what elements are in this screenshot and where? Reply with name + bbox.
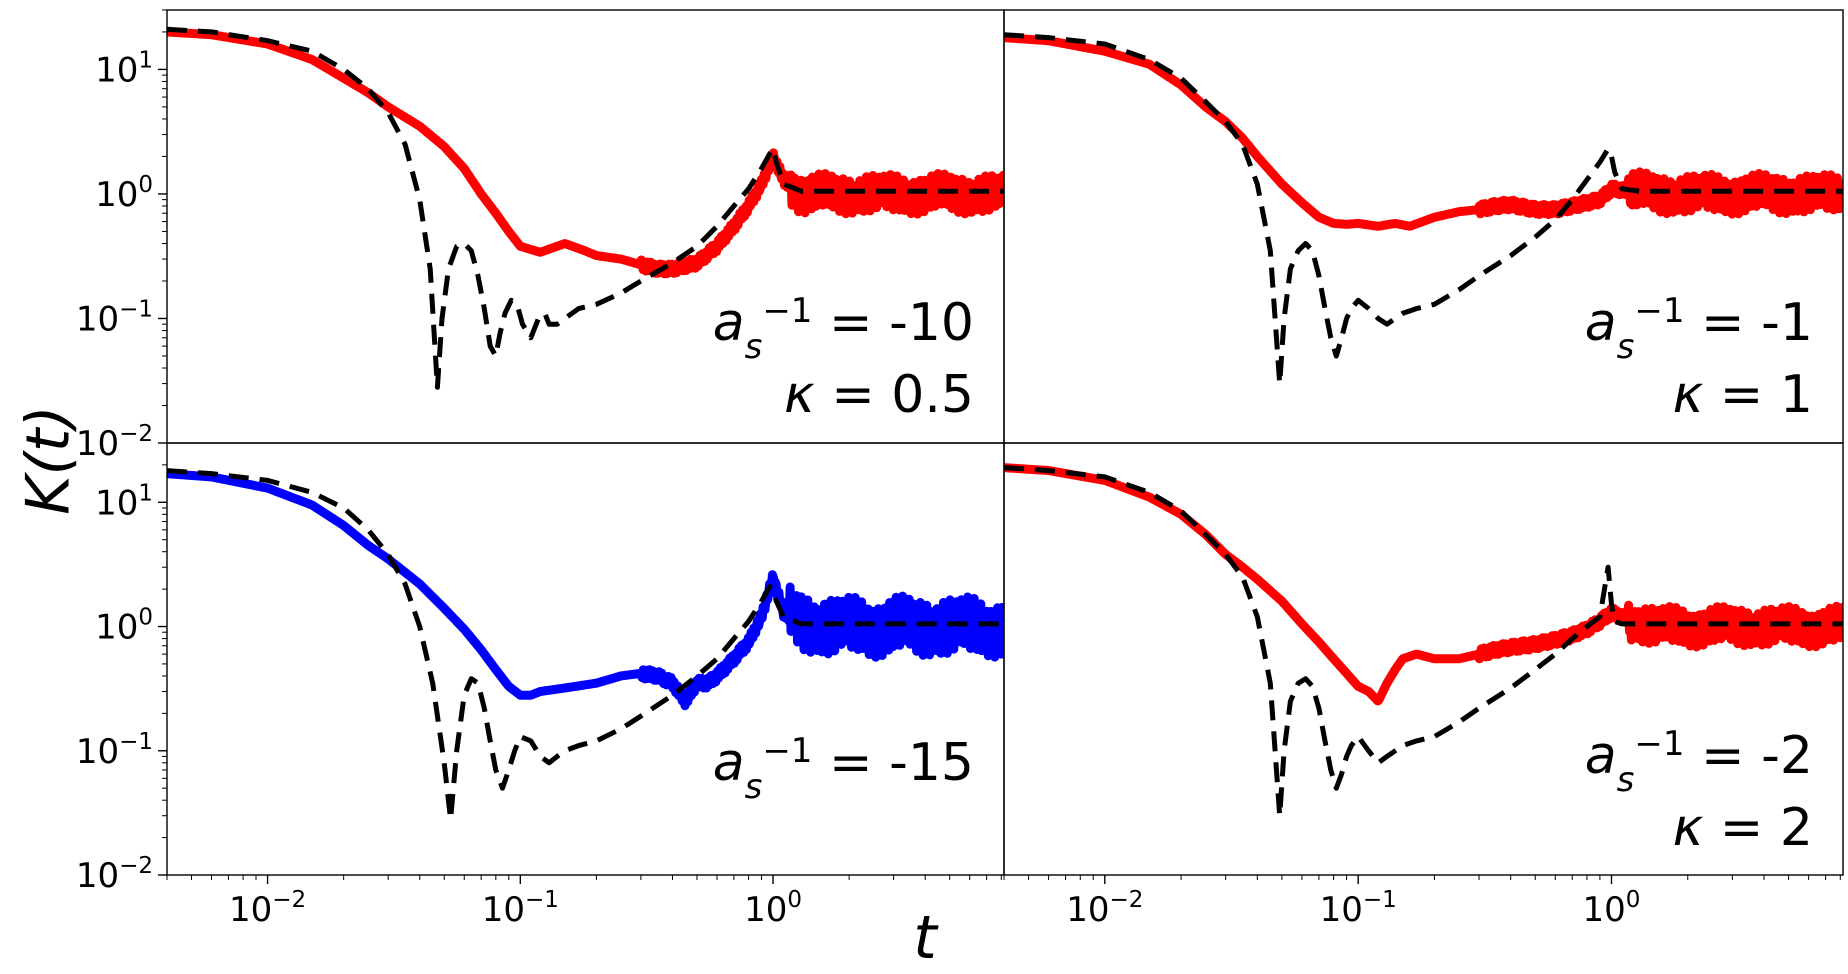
series-solid-red-line (1004, 463, 1843, 706)
annotation-scattering-length: as−1 = -2 (1585, 724, 1813, 800)
panel-bottom-right: 10−2 10−1 100 as−1 = -2κ = 2 (1003, 442, 1844, 930)
series-dashed-black-line (1004, 465, 1843, 819)
panel-top-right: as−1 = -1κ = 1 (1003, 9, 1844, 444)
series-dashed-black-line (1004, 32, 1843, 387)
x-tick-label: 10−2 (229, 887, 306, 930)
x-tick-label: 100 (1583, 887, 1641, 930)
y-tick-label: 10−2 (76, 853, 153, 896)
series-dashed-black-line (167, 26, 1004, 390)
annotation-scattering-length: as−1 = -1 (1585, 291, 1813, 367)
y-tick-label: 101 (95, 480, 153, 523)
annotation-scattering-length: as−1 = -15 (713, 731, 974, 807)
panel-bottom-left: 101 100 10−1 10−2 10−2 10−1 100 as−1 = -15 (76, 442, 1005, 930)
x-tick-label: 10−1 (1320, 887, 1397, 930)
panel-top-left: 101 100 10−1 10−2 as−1 = -10κ = 0.5 (76, 9, 1005, 464)
x-tick-label: 10−1 (482, 887, 559, 930)
series-dashed-black-line (167, 468, 1004, 822)
panels: 101 100 10−1 10−2 as−1 = -10κ = 0.5 as−1 = -1… (76, 9, 1844, 930)
series-solid-blue-line (167, 469, 1004, 711)
y-tick-label: 10−2 (76, 421, 153, 464)
x-tick-label: 100 (744, 887, 802, 930)
y-tick-label: 100 (95, 605, 153, 648)
x-axis-title: t (913, 903, 939, 973)
y-tick-label: 10−1 (76, 296, 153, 339)
y-tick-label: 101 (95, 47, 153, 90)
annotation-scattering-length: as−1 = -10 (713, 291, 974, 367)
y-tick-label: 10−1 (76, 729, 153, 772)
annotation-kappa: κ = 1 (1673, 365, 1813, 425)
series-solid-red-line (1004, 33, 1843, 231)
annotation-kappa: κ = 0.5 (784, 365, 974, 425)
y-tick-label: 100 (95, 172, 153, 215)
x-tick-label: 10−2 (1066, 887, 1143, 930)
series-solid-red-line (167, 27, 1004, 279)
panel-frame (1003, 442, 1844, 876)
y-axis-title: K(t) (14, 405, 84, 515)
annotation-kappa: κ = 2 (1673, 798, 1813, 858)
